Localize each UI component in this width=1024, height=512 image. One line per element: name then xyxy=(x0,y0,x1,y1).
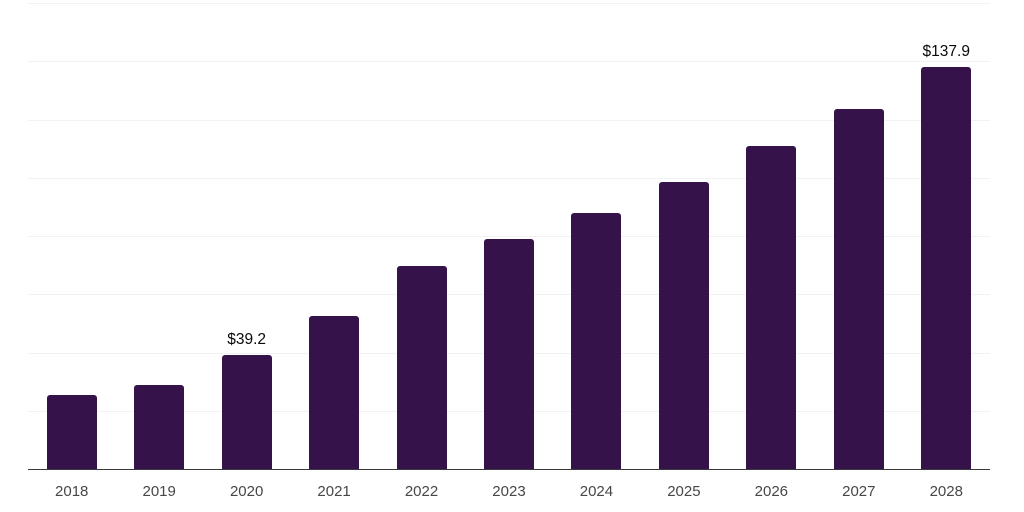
plot-area: $39.2 $137.9 xyxy=(28,3,990,470)
x-tick-label-2018: 2018 xyxy=(55,483,89,500)
bar-slot xyxy=(465,3,552,469)
gridline xyxy=(28,119,990,121)
x-tick-label-2019: 2019 xyxy=(142,483,176,500)
x-tick-label-2021: 2021 xyxy=(317,483,351,500)
value-label-2020: $39.2 xyxy=(227,330,267,348)
gridline xyxy=(28,3,990,4)
gridline xyxy=(28,236,990,237)
x-axis-labels: 2018 2019 2020 2021 2022 2023 2024 2025 2026 2027… xyxy=(28,482,990,501)
bar-2023 xyxy=(483,239,534,469)
bar-2021 xyxy=(309,316,360,469)
x-tick-label-2027: 2027 xyxy=(842,483,876,500)
bar-slot xyxy=(28,3,115,469)
bar-2018 xyxy=(46,395,97,469)
bar-2028 xyxy=(921,67,972,469)
bar-2019 xyxy=(134,385,185,469)
bar-slot: $137.9 xyxy=(903,3,990,469)
bar-2020 xyxy=(221,354,272,469)
bar-2022 xyxy=(396,266,447,469)
bar-2026 xyxy=(746,146,797,469)
bar-slot xyxy=(378,3,465,469)
x-tick-label-2023: 2023 xyxy=(492,483,526,500)
bar-slot: $39.2 xyxy=(203,3,290,469)
x-tick-label-2026: 2026 xyxy=(754,483,789,500)
x-tick-label-2025: 2025 xyxy=(667,483,701,500)
gridline xyxy=(28,61,990,63)
bar-slot xyxy=(115,3,202,469)
value-label-2028: $137.9 xyxy=(922,43,970,61)
bar-slot xyxy=(640,3,727,469)
bar-slot xyxy=(728,3,815,469)
bar-slot xyxy=(553,3,640,469)
bar-slot xyxy=(290,3,377,469)
bar-2025 xyxy=(658,182,709,469)
x-tick-label-2020: 2020 xyxy=(229,483,264,500)
bar-2027 xyxy=(833,109,884,469)
x-tick-label-2024: 2024 xyxy=(579,483,614,500)
bar-slot xyxy=(815,3,902,469)
bar-2024 xyxy=(571,213,622,469)
x-tick-label-2028: 2028 xyxy=(929,483,963,500)
x-tick-label-2022: 2022 xyxy=(404,483,439,500)
gridline xyxy=(28,177,990,179)
bars-row: $39.2 $137.9 xyxy=(28,3,990,469)
